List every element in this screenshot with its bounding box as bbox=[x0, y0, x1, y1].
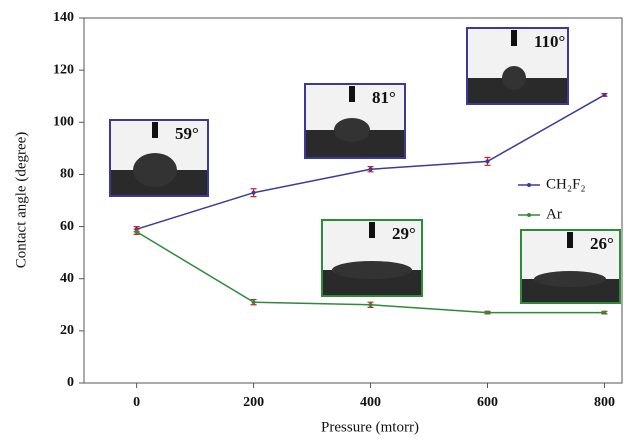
x-tick-label: 800 bbox=[594, 395, 615, 410]
point bbox=[486, 311, 490, 315]
point bbox=[135, 230, 139, 234]
inset-needle bbox=[349, 86, 355, 102]
point bbox=[252, 191, 256, 195]
y-tick-label: 40 bbox=[60, 271, 74, 286]
y-tick-label: 80 bbox=[60, 167, 74, 182]
inset: 81° bbox=[305, 84, 405, 158]
inset: 26° bbox=[521, 230, 620, 303]
point bbox=[369, 167, 373, 171]
x-tick-label: 400 bbox=[360, 395, 381, 410]
x-tick-label: 200 bbox=[243, 395, 264, 410]
legend-marker bbox=[527, 183, 531, 187]
inset: 110° bbox=[467, 28, 568, 104]
inset-droplet bbox=[334, 118, 370, 142]
annotation: 59° bbox=[175, 124, 199, 143]
legend-label: CH₂F₂ bbox=[546, 176, 586, 192]
inset-droplet bbox=[133, 153, 177, 187]
annotation: 26° bbox=[590, 234, 614, 253]
page: {"chart_data": {"type": "line", "xlabel"… bbox=[0, 0, 630, 440]
y-tick-label: 100 bbox=[53, 115, 74, 130]
point bbox=[602, 311, 606, 315]
y-tick-label: 120 bbox=[53, 62, 74, 77]
y-tick-label: 20 bbox=[60, 323, 74, 338]
x-tick-label: 0 bbox=[133, 395, 140, 410]
inset-needle bbox=[369, 222, 375, 238]
annotation: 29° bbox=[392, 224, 416, 243]
inset-droplet bbox=[534, 271, 606, 287]
point bbox=[369, 303, 373, 307]
legend-label: Ar bbox=[546, 206, 562, 222]
annotation: 81° bbox=[372, 88, 396, 107]
inset-droplet bbox=[502, 66, 526, 90]
inset: 29° bbox=[322, 220, 422, 296]
inset: 59° bbox=[110, 120, 208, 196]
x-tick-label: 600 bbox=[477, 395, 498, 410]
y-tick-label: 60 bbox=[60, 219, 74, 234]
y-tick-label: 0 bbox=[67, 375, 74, 390]
inset-needle bbox=[152, 122, 158, 138]
y-tick-label: 140 bbox=[53, 10, 74, 25]
inset-droplet bbox=[332, 261, 412, 279]
x-axis-title: Pressure (mtorr) bbox=[321, 419, 419, 435]
inset-needle bbox=[511, 30, 517, 46]
point bbox=[486, 159, 490, 163]
point bbox=[602, 93, 606, 97]
inset-needle bbox=[567, 232, 573, 248]
legend-marker bbox=[527, 213, 531, 217]
annotation: 110° bbox=[534, 32, 565, 51]
y-axis-title: Contact angle (degree) bbox=[13, 132, 29, 269]
chart: Contact angle (degree) Pressure (mtorr) … bbox=[0, 0, 630, 440]
point bbox=[252, 300, 256, 304]
